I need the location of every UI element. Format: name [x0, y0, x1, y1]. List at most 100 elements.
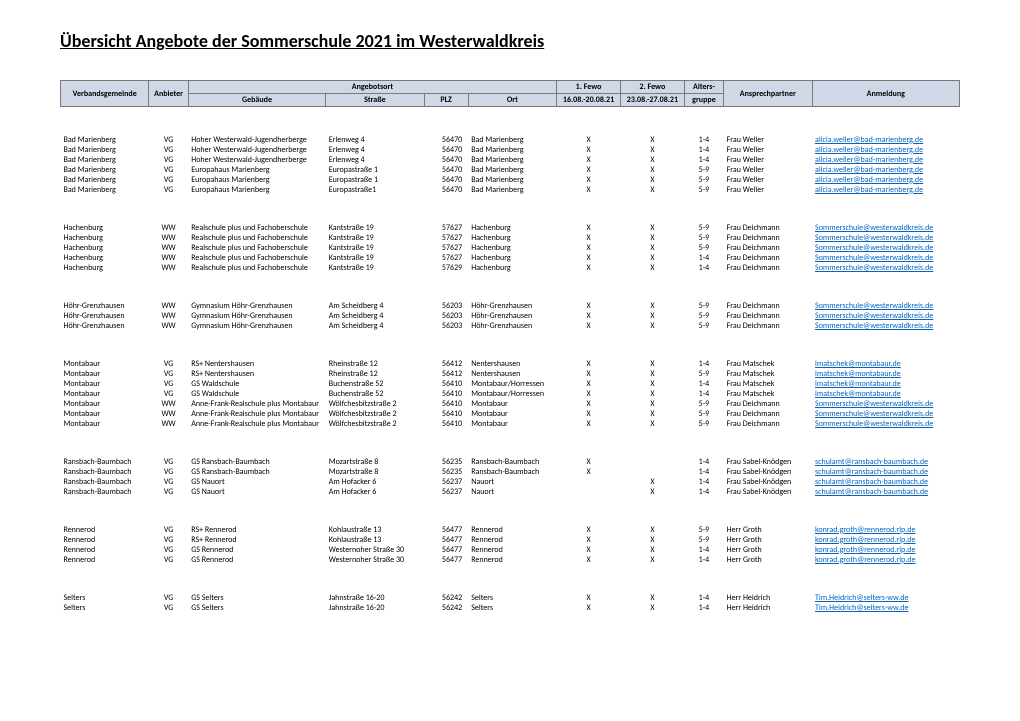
anmeldung-link[interactable]: konrad.groth@rennerod.rlp.de — [815, 545, 915, 555]
cell-vg: Bad Marienberg — [61, 185, 149, 195]
cell-anb: VG — [149, 389, 188, 399]
cell-f2: X — [620, 399, 684, 409]
cell-ap: Frau Sabel-Knödgen — [724, 487, 812, 497]
cell-f1 — [557, 487, 621, 497]
th-fewo1: 1. Fewo — [557, 81, 621, 94]
cell-f2 — [620, 467, 684, 477]
cell-alt: 1-4 — [684, 263, 723, 273]
table-row: Ransbach-BaumbachVGGS NauortAm Hofacker … — [61, 477, 960, 487]
cell-alt: 1-4 — [684, 359, 723, 369]
anmeldung-link[interactable]: schulamt@ransbach-baumbach.de — [815, 477, 928, 487]
anmeldung-link[interactable]: alicia.weller@bad-marienberg.de — [815, 175, 923, 185]
anmeldung-link[interactable]: Tim.Heidrich@selters-ww.de — [815, 593, 908, 603]
anmeldung-link[interactable]: lmatschek@montabaur.de — [815, 359, 901, 369]
cell-alt: 1-4 — [684, 145, 723, 155]
cell-plz: 56470 — [424, 135, 468, 145]
table-row: RennerodVGGS RennerodWesternoher Straße … — [61, 555, 960, 565]
cell-anmeldung: konrad.groth@rennerod.rlp.de — [812, 545, 959, 555]
cell-anmeldung: Sommerschule@westerwaldkreis.de — [812, 321, 959, 331]
cell-f2: X — [620, 321, 684, 331]
cell-vg: Rennerod — [61, 525, 149, 535]
cell-str: Jahnstraße 16-20 — [326, 593, 424, 603]
anmeldung-link[interactable]: Sommerschule@westerwaldkreis.de — [815, 399, 933, 409]
anmeldung-link[interactable]: Sommerschule@westerwaldkreis.de — [815, 311, 933, 321]
anmeldung-link[interactable]: Sommerschule@westerwaldkreis.de — [815, 233, 933, 243]
cell-ap: Herr Groth — [724, 525, 812, 535]
cell-alt: 1-4 — [684, 457, 723, 467]
anmeldung-link[interactable]: Sommerschule@westerwaldkreis.de — [815, 409, 933, 419]
cell-anb: WW — [149, 399, 188, 409]
cell-alt: 5-9 — [684, 165, 723, 175]
cell-anb: WW — [149, 253, 188, 263]
anmeldung-link[interactable]: konrad.groth@rennerod.rlp.de — [815, 525, 915, 535]
cell-str: Buchenstraße 52 — [326, 379, 424, 389]
cell-ort: Hachenburg — [468, 243, 556, 253]
cell-f1: X — [557, 399, 621, 409]
anmeldung-link[interactable]: schulamt@ransbach-baumbach.de — [815, 457, 928, 467]
cell-anb: VG — [149, 359, 188, 369]
anmeldung-link[interactable]: Sommerschule@westerwaldkreis.de — [815, 223, 933, 233]
cell-anmeldung: Sommerschule@westerwaldkreis.de — [812, 263, 959, 273]
cell-anb: VG — [149, 525, 188, 535]
anmeldung-link[interactable]: alicia.weller@bad-marienberg.de — [815, 165, 923, 175]
cell-str: Am Scheidberg 4 — [326, 311, 424, 321]
cell-f1: X — [557, 145, 621, 155]
anmeldung-link[interactable]: alicia.weller@bad-marienberg.de — [815, 145, 923, 155]
anmeldung-link[interactable]: Tim.Heidrich@selters-ww.de — [815, 603, 908, 613]
cell-anmeldung: alicia.weller@bad-marienberg.de — [812, 155, 959, 165]
cell-ort: Montabaur — [468, 419, 556, 429]
cell-f2: X — [620, 165, 684, 175]
cell-ort: Höhr-Grenzhausen — [468, 301, 556, 311]
anmeldung-link[interactable]: Sommerschule@westerwaldkreis.de — [815, 419, 933, 429]
anmeldung-link[interactable]: konrad.groth@rennerod.rlp.de — [815, 535, 915, 545]
cell-vg: Hachenburg — [61, 243, 149, 253]
cell-f1: X — [557, 301, 621, 311]
cell-vg: Montabaur — [61, 409, 149, 419]
th-plz: PLZ — [424, 94, 468, 107]
cell-vg: Bad Marienberg — [61, 135, 149, 145]
anmeldung-link[interactable]: alicia.weller@bad-marienberg.de — [815, 155, 923, 165]
cell-ort: Bad Marienberg — [468, 135, 556, 145]
anmeldung-link[interactable]: Sommerschule@westerwaldkreis.de — [815, 263, 933, 273]
cell-str: Jahnstraße 16-20 — [326, 603, 424, 613]
anmeldung-link[interactable]: konrad.groth@rennerod.rlp.de — [815, 555, 915, 565]
cell-geb: GS Rennerod — [188, 545, 326, 555]
anmeldung-link[interactable]: lmatschek@montabaur.de — [815, 369, 901, 379]
cell-geb: GS Rennerod — [188, 555, 326, 565]
table-row: SeltersVGGS SeltersJahnstraße 16-2056242… — [61, 593, 960, 603]
cell-str: Erlenweg 4 — [326, 135, 424, 145]
table-row: Bad MarienbergVGEuropahaus MarienbergEur… — [61, 165, 960, 175]
group-gap — [61, 331, 960, 359]
cell-plz: 56477 — [424, 555, 468, 565]
anmeldung-link[interactable]: Sommerschule@westerwaldkreis.de — [815, 301, 933, 311]
anmeldung-link[interactable]: alicia.weller@bad-marienberg.de — [815, 185, 923, 195]
anmeldung-link[interactable]: lmatschek@montabaur.de — [815, 389, 901, 399]
cell-alt: 1-4 — [684, 487, 723, 497]
cell-ort: Hachenburg — [468, 263, 556, 273]
cell-anmeldung: Tim.Heidrich@selters-ww.de — [812, 603, 959, 613]
offers-table: Verbandsgemeinde Anbieter Angebotsort 1.… — [60, 80, 960, 613]
cell-anb: VG — [149, 185, 188, 195]
cell-f2: X — [620, 545, 684, 555]
cell-str: Erlenweg 4 — [326, 155, 424, 165]
cell-geb: Gymnasium Höhr-Grenzhausen — [188, 301, 326, 311]
anmeldung-link[interactable]: lmatschek@montabaur.de — [815, 379, 901, 389]
cell-ort: Höhr-Grenzhausen — [468, 321, 556, 331]
table-row: MontabaurVGRS+ NentershausenRheinstraße … — [61, 359, 960, 369]
anmeldung-link[interactable]: Sommerschule@westerwaldkreis.de — [815, 253, 933, 263]
cell-geb: Europahaus Marienberg — [188, 175, 326, 185]
cell-geb: RS+ Nentershausen — [188, 359, 326, 369]
cell-plz: 57629 — [424, 263, 468, 273]
table-row: Höhr-GrenzhausenWWGymnasium Höhr-Grenzha… — [61, 321, 960, 331]
anmeldung-link[interactable]: schulamt@ransbach-baumbach.de — [815, 487, 928, 497]
anmeldung-link[interactable]: alicia.weller@bad-marienberg.de — [815, 135, 923, 145]
cell-vg: Montabaur — [61, 369, 149, 379]
anmeldung-link[interactable]: Sommerschule@westerwaldkreis.de — [815, 243, 933, 253]
th-fewo2: 2. Fewo — [620, 81, 684, 94]
cell-anb: WW — [149, 419, 188, 429]
anmeldung-link[interactable]: Sommerschule@westerwaldkreis.de — [815, 321, 933, 331]
page-title: Übersicht Angebote der Sommerschule 2021… — [60, 30, 960, 52]
cell-ap: Frau Weller — [724, 135, 812, 145]
anmeldung-link[interactable]: schulamt@ransbach-baumbach.de — [815, 467, 928, 477]
cell-geb: GS Waldschule — [188, 379, 326, 389]
